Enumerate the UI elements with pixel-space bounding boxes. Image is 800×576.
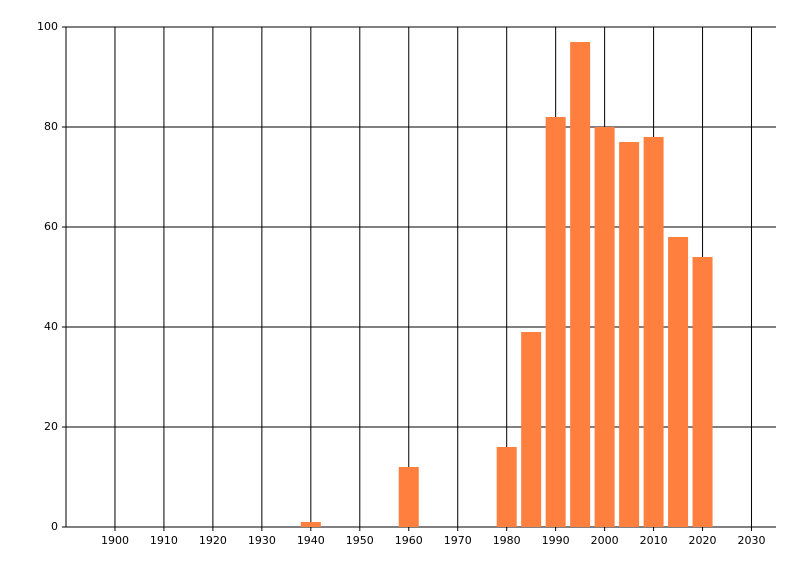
bar [594,127,615,527]
x-tick-label: 1990 [542,534,570,547]
bar [692,257,713,527]
x-tick-label: 2020 [689,534,717,547]
y-tick-label: 40 [44,320,58,333]
bar [668,237,689,527]
y-tick-label: 100 [37,20,58,33]
x-tick-label: 1950 [346,534,374,547]
y-tick-label: 0 [51,520,58,533]
x-tick-label: 1940 [297,534,325,547]
y-tick-label: 20 [44,420,58,433]
x-tick-label: 2010 [640,534,668,547]
x-tick-label: 1900 [101,534,129,547]
bar [545,117,566,527]
bar [496,447,517,527]
x-tick-label: 1930 [248,534,276,547]
bar [300,522,321,527]
x-tick-label: 2030 [738,534,766,547]
y-tick-label: 80 [44,120,58,133]
x-tick-label: 1960 [395,534,423,547]
bar [398,467,419,527]
bar [570,42,591,527]
bar [643,137,664,527]
x-tick-label: 1920 [199,534,227,547]
y-tick-label: 60 [44,220,58,233]
x-tick-label: 1910 [150,534,178,547]
bar [521,332,542,527]
x-tick-label: 1980 [493,534,521,547]
x-tick-label: 2000 [591,534,619,547]
bar [619,142,640,527]
x-tick-label: 1970 [444,534,472,547]
